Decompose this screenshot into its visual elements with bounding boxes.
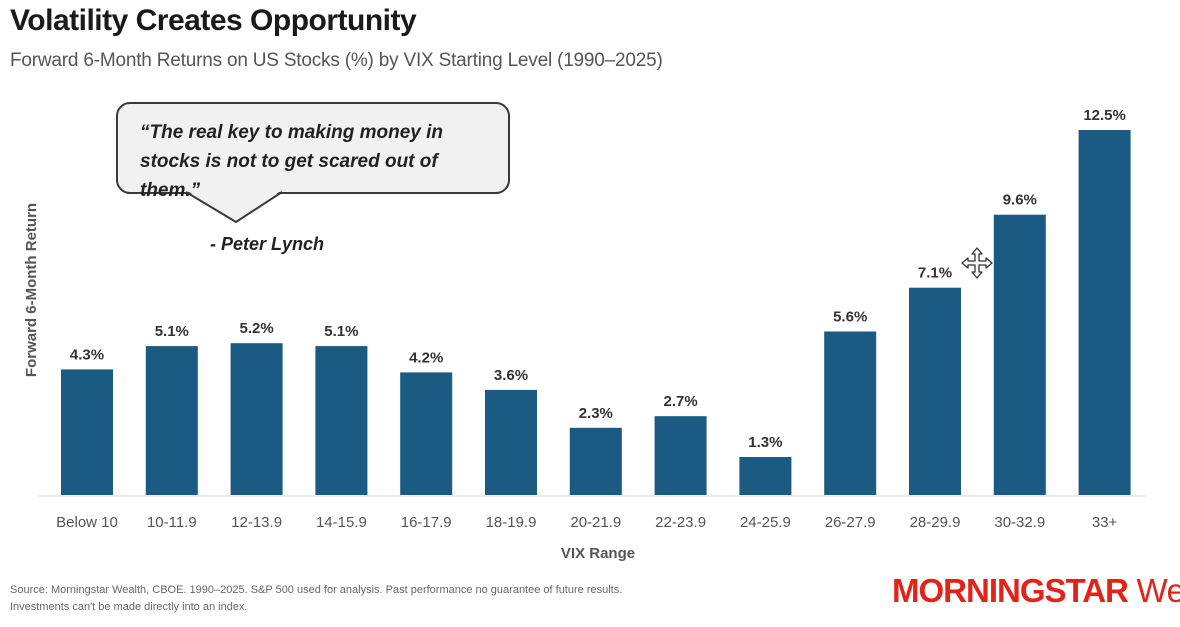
move-cursor-icon: [961, 247, 993, 279]
ticks-layer: Below 10 10-11.9 12-13.9 14-15.9 16-17.9 18-1…: [56, 514, 1117, 531]
labels-layer: 4.3% 5.1% 5.2% 5.1% 4.2% 3.6% 2.3% 2.7% 1.3% 5.6%…: [70, 107, 1126, 451]
data-label-7: 2.7%: [663, 393, 697, 410]
data-label-12: 12.5%: [1083, 107, 1126, 124]
x-tick-label-4: 16-17.9: [401, 514, 452, 531]
data-label-6: 2.3%: [579, 405, 613, 422]
bar-5: [485, 389, 537, 495]
bar-6: [569, 427, 622, 495]
quote-text: “The real key to making money in stocks …: [140, 122, 444, 201]
bar-7: [654, 416, 707, 495]
bar-9: [824, 331, 877, 495]
data-label-9: 5.6%: [833, 309, 867, 326]
data-label-11: 9.6%: [1003, 192, 1037, 209]
bar-12: [1078, 130, 1131, 495]
x-tick-label-10: 28-29.9: [910, 514, 961, 531]
source-line-1: Source: Morningstar Wealth, CBOE. 1990–2…: [10, 584, 623, 596]
y-axis-title: Forward 6-Month Return: [23, 203, 40, 377]
bars-layer: [61, 130, 1131, 495]
bar-11: [993, 214, 1046, 495]
bar-3: [315, 346, 368, 495]
data-label-10: 7.1%: [918, 265, 952, 282]
x-tick-label-2: 12-13.9: [231, 514, 282, 531]
quote-bubble-tail: [185, 190, 283, 223]
bar-8: [739, 457, 792, 495]
bar-4: [400, 372, 453, 495]
x-tick-label-6: 20-21.9: [570, 514, 621, 531]
bar-1: [145, 346, 198, 495]
data-label-8: 1.3%: [748, 434, 782, 451]
data-label-3: 5.1%: [324, 323, 358, 340]
x-tick-label-1: 10-11.9: [147, 514, 197, 531]
logo-brand: MORNINGSTAR: [892, 572, 1129, 609]
x-tick-label-3: 14-15.9: [316, 514, 367, 531]
bar-2: [230, 343, 283, 495]
logo-sub: Wealth: [1136, 572, 1180, 609]
chart-subtitle: Forward 6-Month Returns on US Stocks (%)…: [10, 50, 663, 71]
x-tick-label-12: 33+: [1092, 514, 1118, 531]
source-note: Source: Morningstar Wealth, CBOE. 1990–2…: [10, 582, 730, 616]
source-line-2: Investments can't be made directly into …: [10, 601, 248, 613]
data-label-2: 5.2%: [239, 320, 273, 337]
x-tick-label-0: Below 10: [56, 514, 118, 531]
data-label-5: 3.6%: [494, 367, 528, 384]
x-axis-title: VIX Range: [561, 545, 635, 562]
x-tick-label-11: 30-32.9: [994, 514, 1045, 531]
bar-0: [61, 369, 113, 495]
bar-10: [909, 287, 961, 495]
quote-attribution: - Peter Lynch: [210, 234, 325, 254]
quote-bubble: “The real key to making money in stocks …: [116, 102, 510, 201]
data-label-0: 4.3%: [70, 346, 104, 363]
x-tick-label-9: 26-27.9: [825, 514, 876, 531]
data-label-4: 4.2%: [409, 349, 443, 366]
x-tick-label-7: 22-23.9: [655, 514, 706, 531]
x-tick-label-8: 24-25.9: [740, 514, 791, 531]
x-tick-label-5: 18-19.9: [486, 514, 537, 531]
chart-title: Volatility Creates Opportunity: [10, 4, 417, 37]
data-label-1: 5.1%: [155, 323, 189, 340]
morningstar-wealth-logo: MORNINGSTAR Wealth: [892, 572, 1180, 610]
